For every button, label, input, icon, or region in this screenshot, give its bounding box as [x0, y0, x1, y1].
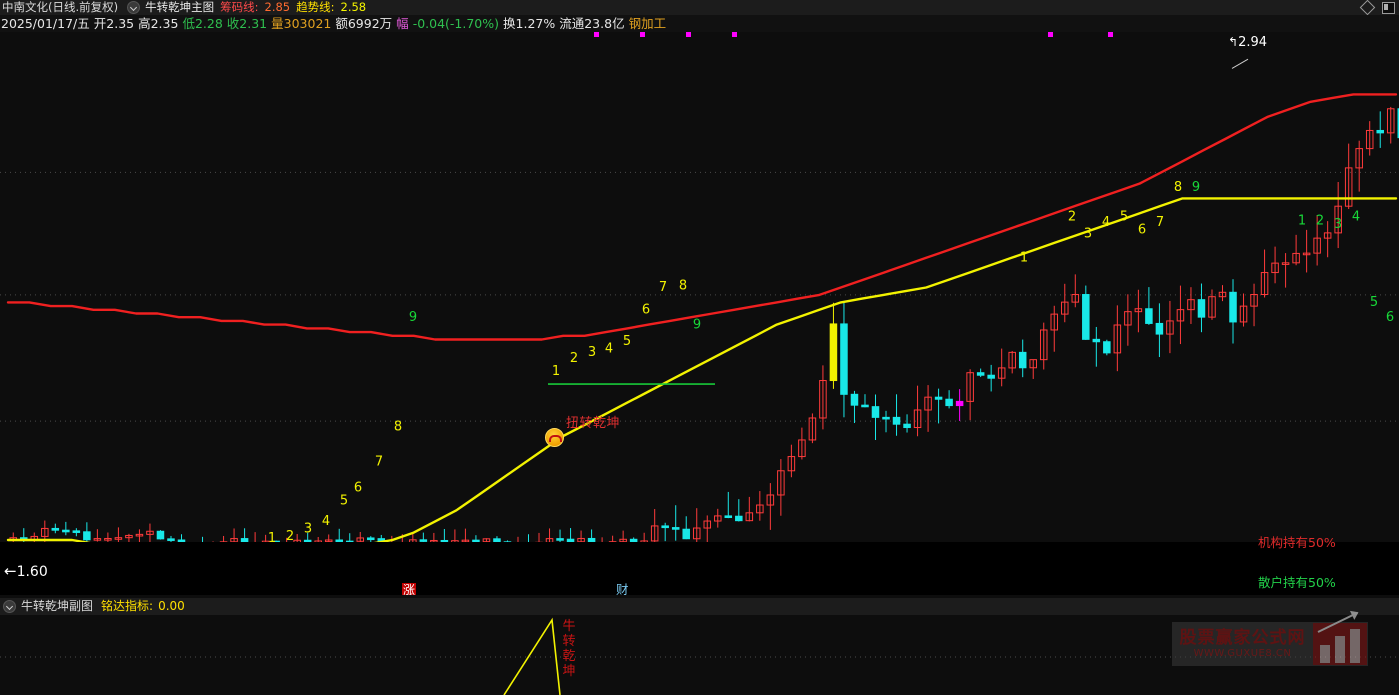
svg-text:6: 6: [1138, 223, 1146, 238]
svg-text:6: 6: [1386, 310, 1394, 325]
panel-toggle-icon[interactable]: [1382, 1, 1395, 14]
price-low-tag: ←1.60: [4, 562, 48, 580]
quote-turnover: 换1.27%: [503, 16, 556, 31]
sub-indicator-chart[interactable]: 牛转乾坤: [0, 615, 1399, 695]
svg-text:2: 2: [1316, 213, 1324, 228]
chip-line-value: 2.85: [264, 0, 291, 14]
watermark-cn: 股票赢家公式网: [1179, 627, 1306, 648]
stock-title[interactable]: 中南文化(日线.前复权): [2, 0, 119, 14]
quote-volume: 量303021: [271, 16, 332, 31]
sub-chart-canvas: [0, 617, 1399, 695]
svg-text:6: 6: [354, 481, 362, 496]
svg-text:6: 6: [642, 303, 650, 318]
svg-text:7: 7: [375, 455, 383, 470]
chevron-circle-icon-sub[interactable]: [3, 600, 16, 613]
svg-text:4: 4: [1102, 215, 1110, 230]
quote-high: 高2.35: [138, 16, 179, 31]
quote-info-bar: 2025/01/17/五 开2.35 高2.35 低2.28 收2.31 量30…: [0, 15, 1399, 32]
turn-arrow-icon[interactable]: [545, 428, 564, 447]
svg-text:2: 2: [286, 529, 294, 544]
svg-text:1: 1: [552, 364, 560, 379]
svg-text:7: 7: [659, 280, 667, 295]
chart-title-bar: 中南文化(日线.前复权) 牛转乾坤主图 筹码线: 2.85 趋势线: 2.58: [0, 0, 1399, 16]
svg-text:3: 3: [588, 345, 596, 360]
svg-text:8: 8: [679, 278, 687, 293]
svg-text:4: 4: [1352, 210, 1360, 225]
chevron-circle-icon[interactable]: [127, 1, 141, 14]
trend-line-label: 趋势线:: [296, 0, 335, 14]
bar-chart-arrow-icon: [1313, 611, 1367, 665]
quote-low: 低2.28: [182, 16, 223, 31]
site-watermark: 股票赢家公式网 WWW.GUXUE8.CN: [1172, 611, 1368, 666]
titlebar-icons: [1359, 0, 1395, 16]
svg-text:1: 1: [1298, 213, 1306, 228]
main-indicator-name[interactable]: 牛转乾坤主图: [145, 0, 215, 14]
quote-amount: 额6992万: [335, 16, 393, 31]
sub-indicator-value: 0.00: [158, 599, 185, 613]
svg-text:1: 1: [1020, 251, 1028, 266]
diamond-icon[interactable]: [1359, 0, 1376, 16]
chart-low-band: [0, 542, 1399, 595]
svg-text:1: 1: [268, 531, 276, 546]
svg-text:7: 7: [1156, 215, 1164, 230]
svg-text:5: 5: [1120, 210, 1128, 225]
sub-chart-header: 牛转乾坤副图 铭达指标: 0.00: [0, 598, 1399, 615]
watermark-en: WWW.GUXUE8.CN: [1193, 647, 1292, 659]
quote-float: 流通23.8亿: [559, 16, 625, 31]
mark-up-badge: 涨: [402, 583, 417, 595]
svg-text:5: 5: [1370, 295, 1378, 310]
turn-signal-label: 扭转乾坤: [566, 416, 621, 431]
svg-text:5: 5: [623, 334, 631, 349]
svg-text:5: 5: [340, 494, 348, 509]
mark-wealth-badge: 财: [616, 582, 629, 596]
svg-text:3: 3: [1334, 217, 1342, 232]
sub-indicator-name[interactable]: 牛转乾坤副图: [21, 599, 94, 613]
svg-text:4: 4: [322, 514, 330, 529]
svg-text:9: 9: [409, 310, 417, 325]
quote-close: 收2.31: [226, 16, 268, 31]
quote-date: 2025/01/17/五: [1, 16, 90, 31]
retail-hold-label: 散户持有50%: [1258, 575, 1336, 590]
svg-text:3: 3: [304, 522, 312, 537]
quote-industry: 钢加工: [628, 16, 667, 31]
trend-line-value: 2.58: [340, 0, 367, 14]
price-high-tag: ↰2.94: [1228, 35, 1268, 50]
institution-hold-label: 机构持有50%: [1258, 535, 1336, 550]
sub-indicator-label: 铭达指标:: [101, 599, 154, 613]
svg-text:8: 8: [394, 419, 402, 434]
svg-text:9: 9: [693, 317, 701, 332]
svg-text:4: 4: [605, 341, 613, 356]
svg-text:3: 3: [1084, 226, 1092, 241]
quote-change-label: 幅: [396, 16, 409, 31]
svg-text:8: 8: [1174, 180, 1182, 195]
svg-text:9: 9: [1192, 180, 1200, 195]
quote-change-value: -0.04(-1.70%): [412, 16, 500, 31]
chip-line-label: 筹码线:: [220, 0, 259, 14]
svg-text:2: 2: [1068, 210, 1076, 225]
quote-open: 开2.35: [93, 16, 135, 31]
svg-text:2: 2: [570, 351, 578, 366]
watermark-text: 股票赢家公式网 WWW.GUXUE8.CN: [1172, 622, 1313, 666]
sub-chart-vertical-text: 牛转乾坤: [562, 619, 576, 679]
